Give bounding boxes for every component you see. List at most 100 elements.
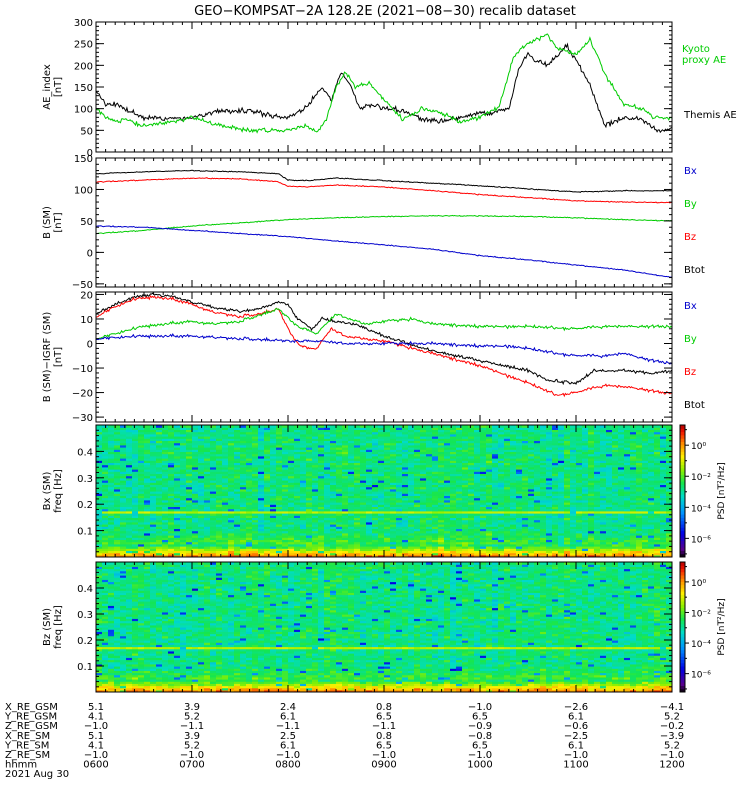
psd-cell bbox=[402, 427, 409, 430]
psd-cell bbox=[162, 438, 169, 441]
psd-cell bbox=[252, 524, 259, 527]
psd-cell bbox=[468, 484, 475, 488]
psd-cell bbox=[474, 425, 481, 428]
psd-cell bbox=[486, 436, 493, 439]
psd-cell bbox=[336, 524, 343, 527]
psd-cell bbox=[408, 548, 415, 551]
psd-cell bbox=[330, 471, 337, 474]
psd-cell bbox=[528, 482, 535, 485]
psd-cell bbox=[342, 515, 349, 518]
psd-cell bbox=[486, 429, 493, 433]
psd-cell bbox=[228, 425, 235, 428]
psd-cell bbox=[144, 530, 151, 534]
psd-cell bbox=[522, 517, 529, 521]
psd-cell bbox=[348, 453, 355, 457]
psd-cell bbox=[414, 493, 421, 496]
psd-cell bbox=[414, 513, 421, 516]
psd-cell bbox=[486, 497, 493, 501]
psd-cell bbox=[258, 491, 265, 494]
psd-cell bbox=[414, 488, 421, 492]
psd-cell bbox=[204, 442, 211, 446]
psd-cell bbox=[306, 541, 313, 545]
psd-cell bbox=[408, 504, 415, 507]
psd-cell bbox=[300, 537, 307, 540]
psd-cell bbox=[258, 464, 265, 468]
psd-cell bbox=[120, 433, 127, 437]
psd-cell bbox=[528, 491, 535, 494]
psd-cell bbox=[288, 552, 295, 556]
psd-cell bbox=[138, 436, 145, 439]
psd-cell bbox=[180, 444, 187, 448]
psd-cell bbox=[510, 552, 517, 556]
psd-cell bbox=[132, 554, 139, 557]
psd-cell bbox=[102, 493, 109, 496]
psd-cell bbox=[138, 458, 145, 461]
psd-cell bbox=[372, 539, 379, 543]
psd-cell bbox=[96, 521, 103, 525]
psd-cell bbox=[420, 548, 427, 551]
psd-cell bbox=[414, 427, 421, 430]
psd-cell bbox=[360, 429, 367, 433]
psd-cell bbox=[432, 433, 439, 437]
psd-cell bbox=[132, 517, 139, 521]
psd-cell bbox=[258, 497, 265, 501]
psd-cell bbox=[258, 539, 265, 543]
psd-cell bbox=[486, 473, 493, 477]
psd-cell bbox=[456, 528, 463, 532]
psd-cell bbox=[420, 469, 427, 472]
psd-cell bbox=[384, 473, 391, 477]
psd-cell bbox=[138, 466, 145, 470]
psd-cell bbox=[486, 550, 493, 554]
psd-cell bbox=[264, 550, 271, 554]
psd-cell bbox=[288, 486, 295, 490]
psd-cell bbox=[372, 491, 379, 494]
psd-cell bbox=[264, 464, 271, 468]
psd-cell bbox=[162, 508, 169, 512]
psd-cell bbox=[258, 543, 265, 547]
psd-cell bbox=[474, 484, 481, 488]
psd-cell bbox=[468, 477, 475, 481]
psd-cell bbox=[510, 484, 517, 488]
psd-cell bbox=[372, 427, 379, 430]
psd-cell bbox=[498, 477, 505, 481]
psd-cell bbox=[486, 471, 493, 474]
psd-cell bbox=[192, 493, 199, 496]
psd-cell bbox=[456, 442, 463, 446]
psd-cell bbox=[270, 469, 277, 472]
psd-cell bbox=[504, 513, 511, 516]
psd-cell bbox=[168, 517, 175, 521]
psd-cell bbox=[324, 442, 331, 446]
psd-cell bbox=[192, 480, 199, 483]
psd-cell bbox=[300, 541, 307, 545]
psd-cell bbox=[222, 475, 229, 479]
psd-cell bbox=[492, 427, 499, 430]
psd-cell bbox=[132, 508, 139, 512]
psd-cell bbox=[258, 548, 265, 551]
psd-cell bbox=[114, 451, 121, 455]
psd-cell bbox=[528, 484, 535, 488]
psd-cell bbox=[168, 486, 175, 490]
psd-cell bbox=[462, 453, 469, 457]
psd-cell bbox=[102, 548, 109, 551]
psd-cell bbox=[396, 497, 403, 501]
psd-cell bbox=[516, 552, 523, 556]
psd-cell bbox=[264, 497, 271, 501]
psd-cell bbox=[504, 548, 511, 551]
psd-cell bbox=[216, 521, 223, 525]
psd-cell bbox=[486, 482, 493, 485]
psd-cell bbox=[216, 469, 223, 472]
psd-cell bbox=[102, 440, 109, 444]
psd-cell bbox=[96, 477, 103, 481]
psd-cell bbox=[450, 506, 457, 510]
psd-cell bbox=[312, 436, 319, 439]
psd-cell bbox=[222, 517, 229, 521]
psd-cell bbox=[432, 526, 439, 529]
psd-cell bbox=[234, 469, 241, 472]
psd-cell bbox=[114, 539, 121, 543]
psd-cell bbox=[420, 462, 427, 466]
psd-cell bbox=[366, 495, 373, 499]
psd-cell bbox=[234, 477, 241, 481]
psd-cell bbox=[486, 453, 493, 457]
psd-cell bbox=[468, 521, 475, 525]
